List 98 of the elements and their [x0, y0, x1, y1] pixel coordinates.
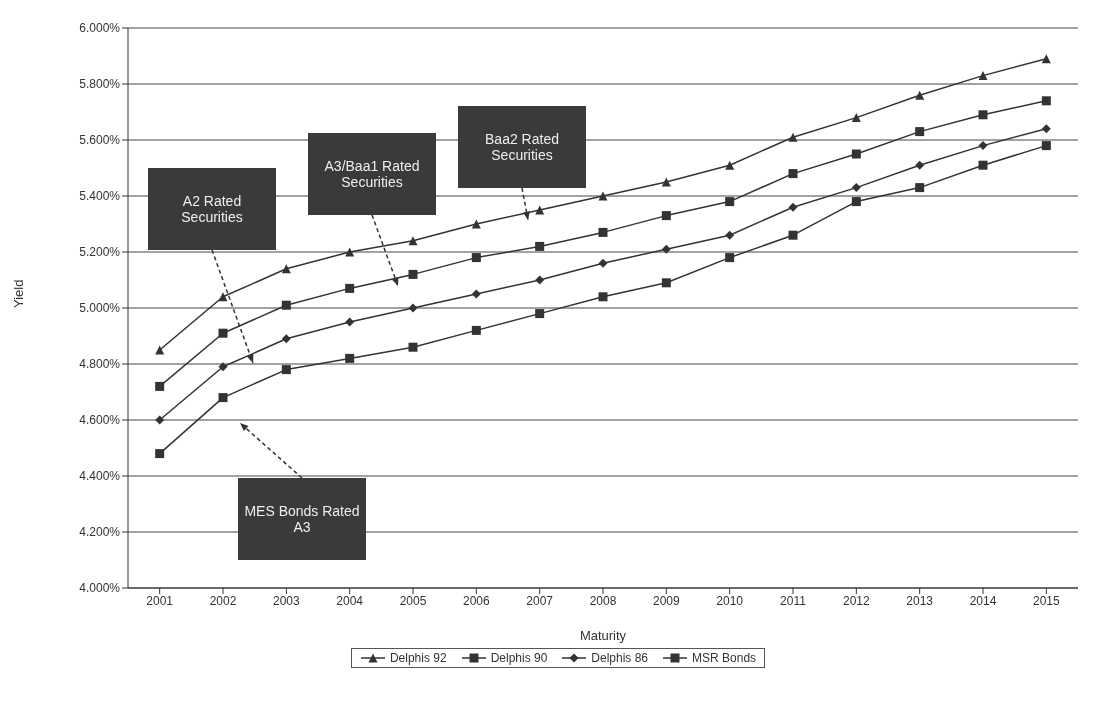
- y-tick-label: 4.800%: [79, 357, 121, 372]
- callout-box: A3/Baa1 Rated Securities: [308, 133, 436, 215]
- point: [915, 160, 925, 170]
- x-tick-label: 2002: [209, 593, 237, 608]
- point: [408, 342, 418, 352]
- point: [218, 362, 228, 372]
- point: [915, 127, 925, 137]
- point: [725, 197, 735, 207]
- point: [535, 241, 545, 251]
- x-tick-label: 2009: [652, 593, 680, 608]
- point: [661, 278, 671, 288]
- point: [218, 393, 228, 403]
- x-tick-label: 2007: [526, 593, 554, 608]
- point: [345, 283, 355, 293]
- x-tick-label: 2005: [399, 593, 427, 608]
- x-tick-label: 2001: [146, 593, 174, 608]
- x-axis-title: Maturity: [579, 628, 627, 643]
- x-tick-label: 2012: [842, 593, 870, 608]
- x-tick-label: 2010: [716, 593, 744, 608]
- annotation: A3/Baa1 Rated Securities: [323, 158, 421, 190]
- point: [851, 113, 861, 123]
- point: [598, 191, 608, 201]
- point: [471, 219, 481, 229]
- y-tick-label: 6.000%: [79, 21, 121, 36]
- point: [535, 275, 545, 285]
- point: [218, 328, 228, 338]
- y-tick-label: 5.800%: [79, 77, 121, 92]
- y-tick-label: 4.000%: [79, 581, 121, 596]
- annotation: A2 Rated Securities: [180, 193, 244, 225]
- point: [281, 365, 291, 375]
- point: [851, 183, 861, 193]
- callout-box: Baa2 Rated Securities: [458, 106, 586, 188]
- point: [1041, 124, 1051, 134]
- legend-label: Delphis 92: [389, 651, 447, 665]
- x-tick-label: 2006: [462, 593, 490, 608]
- point: [281, 300, 291, 310]
- point: [661, 211, 671, 221]
- point: [788, 230, 798, 240]
- annotation: MES Bonds Rated A3: [244, 503, 360, 535]
- point: [788, 202, 798, 212]
- annotation: Baa2 Rated Securities: [484, 131, 560, 163]
- point: [788, 132, 798, 142]
- point: [915, 90, 925, 100]
- point: [725, 160, 735, 170]
- point: [281, 334, 291, 344]
- point: [535, 205, 545, 215]
- legend-label: Delphis 90: [490, 651, 548, 665]
- x-tick-label: 2011: [780, 593, 807, 608]
- y-tick-label: 5.400%: [79, 189, 121, 204]
- point: [598, 227, 608, 237]
- point: [598, 292, 608, 302]
- point: [851, 197, 861, 207]
- point: [915, 183, 925, 193]
- point: [598, 258, 608, 268]
- legend-label: Delphis 86: [591, 651, 649, 665]
- y-tick-label: 4.200%: [79, 525, 121, 540]
- point: [1041, 141, 1051, 151]
- point: [408, 303, 418, 313]
- point: [218, 292, 228, 302]
- point: [535, 309, 545, 319]
- point: [788, 169, 798, 179]
- point: [155, 381, 165, 391]
- x-tick-label: 2008: [589, 593, 617, 608]
- point: [471, 325, 481, 335]
- point: [978, 71, 988, 81]
- y-tick-label: 5.000%: [79, 301, 121, 316]
- y-tick-label: 5.600%: [79, 133, 121, 148]
- callout-box: MES Bonds Rated A3: [238, 478, 366, 560]
- point: [851, 149, 861, 159]
- point: [345, 353, 355, 363]
- point: [978, 160, 988, 170]
- point: [661, 177, 671, 187]
- x-tick-label: 2013: [906, 593, 934, 608]
- y-tick-label: 4.600%: [79, 413, 121, 428]
- point: [725, 230, 735, 240]
- y-tick-label: 4.400%: [79, 469, 121, 484]
- point: [345, 247, 355, 257]
- point: [408, 269, 418, 279]
- point: [408, 236, 418, 246]
- callout-box: A2 Rated Securities: [148, 168, 276, 250]
- y-axis-title: Yield: [10, 279, 26, 308]
- point: [978, 110, 988, 120]
- x-tick-label: 2015: [1032, 593, 1060, 608]
- y-tick-label: 5.200%: [79, 245, 121, 260]
- point: [345, 317, 355, 327]
- legend-label: MSR Bonds: [692, 651, 757, 665]
- point: [471, 289, 481, 299]
- point: [155, 345, 165, 355]
- point: [1041, 96, 1051, 106]
- x-tick-label: 2003: [272, 593, 300, 608]
- x-tick-label: 2014: [969, 593, 997, 608]
- point: [978, 141, 988, 151]
- x-tick-label: 2004: [336, 593, 364, 608]
- point: [661, 244, 671, 254]
- point: [155, 449, 165, 459]
- point: [155, 415, 165, 425]
- point: [471, 253, 481, 263]
- point: [725, 253, 735, 263]
